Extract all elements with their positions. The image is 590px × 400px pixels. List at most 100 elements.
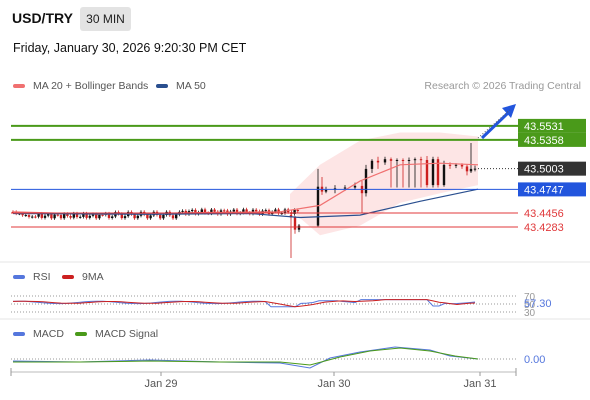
resistance-label-box [518,118,586,133]
resistance-label: 43.5531 [524,121,564,133]
macd-signal-label: MACD Signal [95,328,159,340]
candle-body [255,209,258,212]
candle-body [59,214,63,219]
candle-body [448,164,452,166]
candle-body [324,189,328,192]
rsi-value-label: 57.30 [524,298,552,310]
candle-body [293,217,297,230]
research-credit: Research © 2026 Trading Central [424,80,581,92]
x-tick-label: Jan 29 [144,378,177,390]
ma20-swatch [13,84,25,88]
candle-body [191,209,194,212]
candle-body [264,210,267,212]
candle-body [88,215,91,218]
candle-body [245,209,248,213]
candle-body [181,210,184,212]
candle-body [383,159,387,163]
candle-body [95,214,98,219]
candle-body [194,209,197,214]
candle-body [242,209,245,213]
pivot-label-box [518,182,586,197]
candle-body [431,159,435,186]
rsi-level-label: 30 [524,308,536,319]
candle-body [473,168,477,170]
candle-body [425,159,429,186]
candle-body [149,215,152,219]
candle-body [460,164,464,167]
candle-body [436,159,440,186]
candle-body [34,216,37,218]
legend-rsi-ma: 9MA [62,271,104,283]
candle-body [82,213,85,217]
candle-body [40,213,43,218]
candle-body [370,160,374,169]
candle-body [120,213,123,219]
macd-value-label: 0.00 [524,354,545,366]
support-label: 43.4283 [524,222,564,234]
candle-body [31,216,34,218]
candle-body [63,213,66,219]
forecast-dotted [477,109,511,139]
candle-body [210,209,213,214]
candle-body [413,159,417,161]
candle-body [50,214,53,219]
rsi-label: RSI [33,271,51,283]
ma20-label: MA 20 + Bollinger Bands [33,80,149,92]
candle-body [159,214,162,219]
candle-body [72,213,75,218]
candle-body [454,164,458,166]
candle-body [353,185,357,188]
rsi-level-label: 50 [524,300,536,311]
legend-ma50: MA 50 [156,80,206,92]
candle-body [274,209,277,212]
last-label-box [518,161,586,176]
candle-body [101,214,104,216]
x-tick-label: Jan 31 [463,378,496,390]
candle-body [465,166,469,172]
candle-body [469,168,473,172]
rsi-ma-line [12,299,476,308]
legend-macd: MACD [13,328,64,340]
legend-rsi: RSI [13,271,51,283]
bollinger-band [290,132,478,236]
candle-body [21,213,24,216]
macd-label: MACD [33,328,64,340]
legend-macd-signal: MACD Signal [75,328,158,340]
candle-body [343,187,347,189]
candle-body [53,214,56,219]
candle-body [213,209,216,212]
candle-body [364,168,368,194]
candle-body [389,159,393,161]
candle-body [56,214,59,216]
candle-body [69,216,72,218]
rsi-ma-swatch [62,275,74,279]
candle-body [376,160,380,163]
rsi-swatch [13,275,25,279]
candle-body [297,225,301,230]
candle-body [75,213,79,218]
candle-body [280,213,283,215]
candle-body [203,209,207,213]
candle-body [296,210,299,212]
legend-ma20: MA 20 + Bollinger Bands [13,80,148,92]
ma50-swatch [156,84,168,88]
macd-signal-line [13,347,479,366]
candle-body [146,214,149,219]
resistance-label-box [518,132,586,147]
candle-body [395,159,399,161]
candle-body [107,213,111,218]
candle-body [66,213,69,217]
ma50-line [12,188,479,219]
ma50-label: MA 50 [176,80,206,92]
candle-body [27,215,31,217]
candle-body [162,215,165,219]
candle-body [442,164,446,186]
last-label: 43.5003 [524,164,564,176]
datetime-label: Friday, January 30, 2026 9:20:30 PM CET [13,41,247,55]
candle-body [133,214,136,219]
forecast-arrow [480,111,510,140]
timeframe-button[interactable]: 30 MIN [80,7,131,31]
macd-signal-swatch [75,332,87,336]
support-label: 43.4456 [524,208,564,220]
